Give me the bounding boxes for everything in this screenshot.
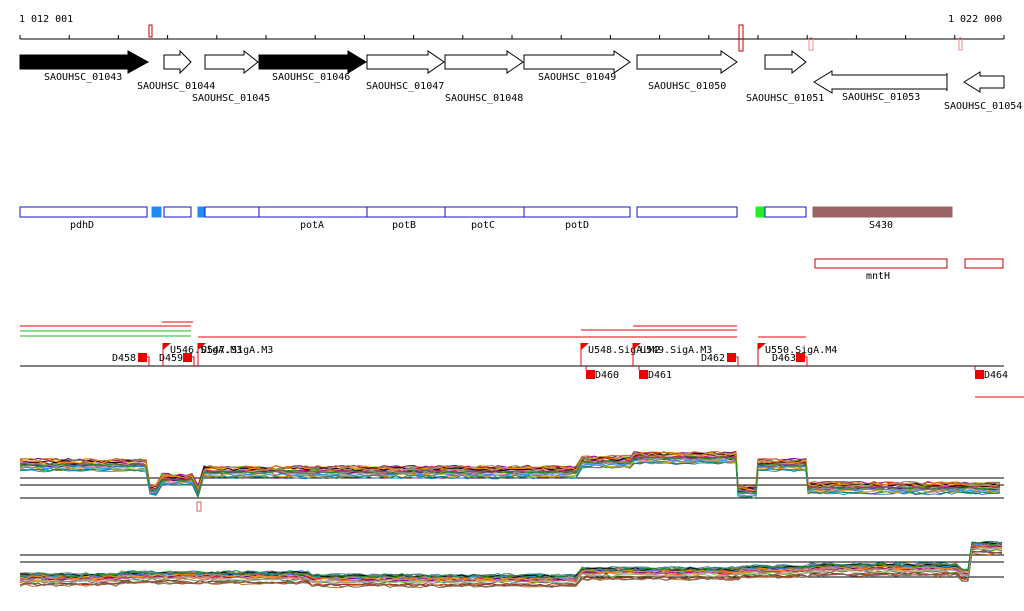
expression-trace — [19, 546, 1003, 583]
gene-label: SAOUHSC_01053 — [842, 92, 920, 103]
promoter-label: U550.SigA.M4 — [765, 345, 837, 356]
expression-trace — [19, 543, 1003, 581]
promoter-marker[interactable]: U546.SigA.M3 — [162, 343, 242, 366]
gene-arrow[interactable] — [163, 49, 192, 75]
feature-box[interactable] — [204, 206, 260, 218]
ruler-end-label: 1 022 000 — [948, 14, 1002, 25]
ruler-start-label: 1 012 001 — [19, 14, 73, 25]
promoter-marker[interactable]: U547.SigA.M3 — [197, 343, 273, 366]
expression-panel-forward — [19, 450, 1004, 512]
gene-label: SAOUHSC_01050 — [648, 81, 726, 92]
ruler-ticks — [19, 35, 1005, 39]
expression-trace — [19, 541, 1003, 579]
gene-arrow[interactable] — [963, 71, 1005, 93]
promoter-label: U549.SigA.M3 — [640, 345, 712, 356]
position-ruler: 1 012 001 1 022 000 — [19, 14, 1005, 52]
ruler-marker — [958, 37, 963, 51]
gene-arrow[interactable] — [444, 50, 524, 74]
gene-arrow[interactable] — [523, 50, 631, 74]
expression-trace — [19, 540, 1003, 577]
gene-label: SAOUHSC_01048 — [445, 93, 523, 104]
gene-label: SAOUHSC_01045 — [192, 93, 270, 104]
ruler-marker — [148, 24, 153, 38]
transcript-lines — [20, 321, 1024, 398]
feature-box[interactable] — [163, 206, 192, 218]
gene-track: SAOUHSC_01043 SAOUHSC_01044 SAOUHSC_0104… — [19, 49, 1022, 112]
terminator-label: D458 — [112, 353, 136, 364]
feature-box[interactable] — [366, 206, 446, 218]
feature-box[interactable] — [764, 206, 807, 218]
gene-label: SAOUHSC_01049 — [538, 72, 616, 83]
terminator-marker[interactable]: D458 — [112, 353, 150, 366]
feature-box[interactable] — [197, 206, 206, 218]
terminator-label: D459 — [159, 353, 183, 364]
feature-label: potD — [565, 220, 589, 231]
gene-label: SAOUHSC_01043 — [44, 72, 122, 83]
gene-label: SAOUHSC_01046 — [272, 72, 350, 83]
terminator-label: D463 — [772, 353, 796, 364]
feature-label: potA — [300, 220, 324, 231]
gene-arrow[interactable] — [204, 49, 259, 75]
gene-label: SAOUHSC_01044 — [137, 81, 215, 92]
terminator-label: D464 — [984, 370, 1008, 381]
gene-label: SAOUHSC_01051 — [746, 93, 824, 104]
gene-arrow[interactable] — [813, 70, 948, 94]
terminator-marker[interactable]: D460 — [585, 366, 619, 381]
feature-box[interactable] — [523, 206, 631, 218]
terminator-label: D462 — [701, 353, 725, 364]
feature-label: S430 — [869, 220, 893, 231]
feature-label: mntH — [866, 271, 890, 282]
promoter-label: U546.SigA.M3 — [170, 345, 242, 356]
terminator-marker[interactable]: D462 — [701, 353, 739, 366]
terminator-marker[interactable]: D464 — [974, 366, 1008, 381]
terminator-marker[interactable]: D463 — [772, 353, 808, 366]
expression-profiles — [19, 450, 1001, 500]
gene-arrow[interactable] — [19, 50, 150, 74]
feature-box[interactable] — [812, 206, 953, 218]
gene-arrow[interactable] — [764, 49, 807, 75]
feature-box[interactable] — [444, 206, 525, 218]
terminator-marker[interactable]: D461 — [638, 366, 672, 381]
expression-trace — [19, 456, 1001, 495]
expression-trace — [19, 540, 1003, 577]
expression-trace — [19, 452, 1001, 491]
terminator-label: D460 — [595, 370, 619, 381]
regulatory-track: U546.SigA.M3 U547.SigA.M3 U548.SigA.M2 U… — [20, 343, 1008, 381]
expression-trace — [19, 547, 1003, 585]
ruler-marker — [738, 24, 744, 52]
gene-arrow[interactable] — [258, 50, 367, 74]
feature-label: potB — [392, 220, 416, 231]
expression-trace — [19, 456, 1001, 495]
promoter-label: U547.SigA.M3 — [201, 345, 273, 356]
profile-marker — [196, 501, 202, 512]
terminator-marker[interactable]: D459 — [159, 353, 195, 366]
ruler-marker — [808, 37, 814, 51]
gene-label: SAOUHSC_01054 — [944, 101, 1022, 112]
feature-box[interactable] — [814, 258, 948, 269]
promoter-marker[interactable]: U549.SigA.M3 — [632, 343, 712, 366]
feature-box[interactable] — [636, 206, 738, 218]
promoter-marker[interactable]: U550.SigA.M4 — [757, 343, 837, 366]
expression-panel-reverse — [19, 540, 1004, 589]
terminator-label: D461 — [648, 370, 672, 381]
promoter-label: U548.SigA.M2 — [588, 345, 660, 356]
feature-box[interactable] — [19, 206, 148, 218]
feature-box[interactable] — [964, 258, 1004, 269]
feature-label: potC — [471, 220, 495, 231]
expression-trace — [19, 460, 1001, 498]
expression-profiles — [19, 540, 1003, 589]
gene-label: SAOUHSC_01047 — [366, 81, 444, 92]
feature-box[interactable] — [258, 206, 368, 218]
expression-trace — [19, 452, 1001, 491]
feature-box[interactable] — [755, 206, 766, 218]
feature-box[interactable] — [151, 206, 162, 218]
gene-arrow[interactable] — [636, 50, 738, 74]
promoter-marker[interactable]: U548.SigA.M2 — [580, 343, 660, 366]
expression-trace — [19, 551, 1003, 588]
gene-arrow[interactable] — [366, 50, 445, 74]
feature-label: pdhD — [70, 220, 94, 231]
expression-trace — [19, 458, 1001, 496]
annotation-track: pdhD potA potB potC potD S430 mntH — [19, 206, 1004, 282]
